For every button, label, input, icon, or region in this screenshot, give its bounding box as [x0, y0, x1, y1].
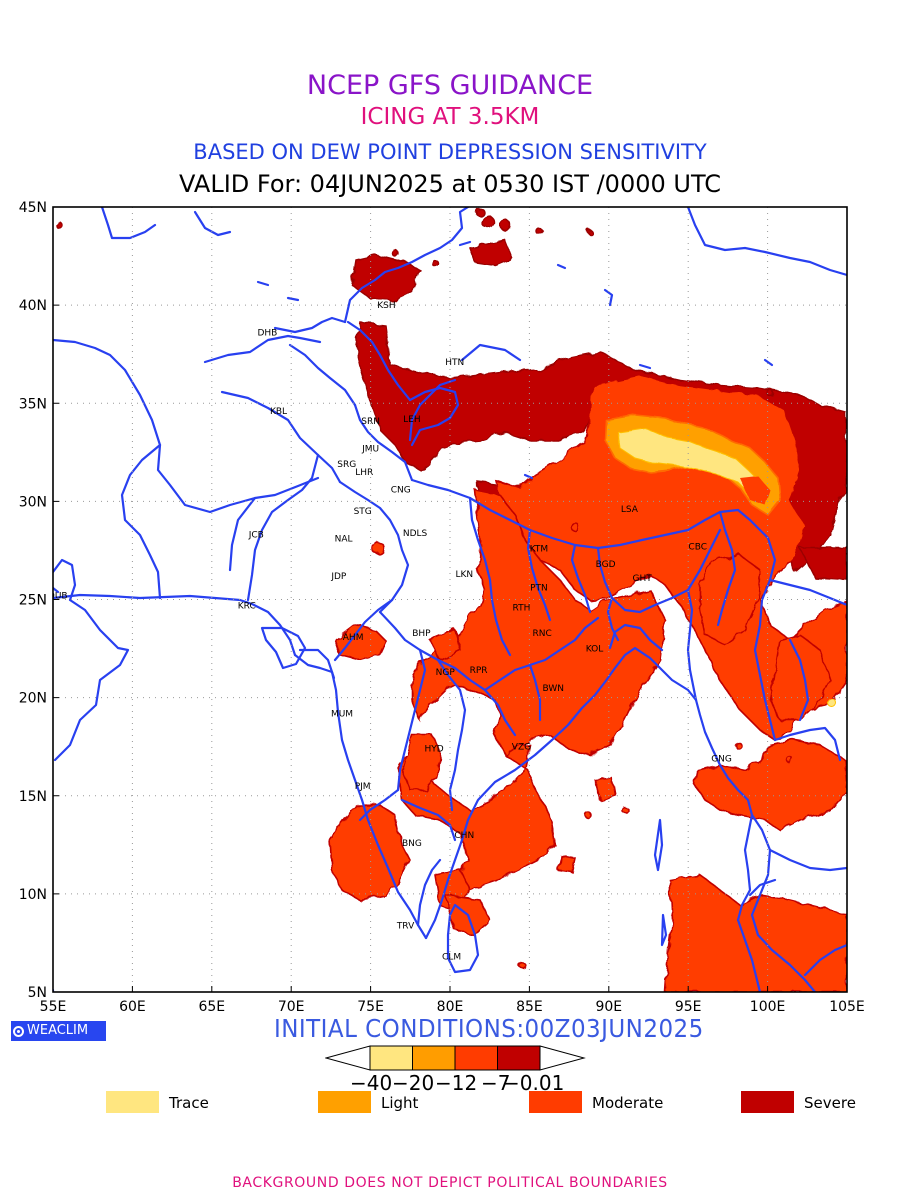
city-label: DUB — [48, 592, 68, 602]
city-label: GNG — [711, 754, 732, 764]
weaclim-badge: WEACLIM — [11, 1021, 106, 1041]
axis-ticks: 55E 60E 65E 70E 75E 80E 85E 90E 95E 100E 105E 5N 10N… — [19, 200, 865, 1015]
lon-tick-label: 80E — [437, 999, 464, 1015]
city-label: KSH — [377, 301, 395, 311]
graticule — [53, 207, 847, 992]
colorbar-box — [454, 1045, 498, 1071]
city-label: PTN — [530, 584, 548, 594]
colorbar-box — [412, 1045, 456, 1071]
legend-label: Moderate — [592, 1094, 664, 1112]
colorbar-box — [497, 1045, 541, 1071]
lat-tick-label: 5N — [28, 985, 47, 1001]
city-label: MUM — [331, 709, 353, 719]
city-label: GHT — [633, 574, 653, 584]
colorbar — [325, 1045, 586, 1071]
badge-label: WEACLIM — [27, 1023, 89, 1038]
lat-tick-label: 20N — [19, 691, 47, 707]
city-label: RPR — [470, 666, 488, 676]
globe-icon — [13, 1026, 24, 1037]
colorbar-box — [369, 1045, 413, 1071]
city-label: RNC — [532, 629, 551, 639]
city-label: STG — [354, 507, 372, 517]
lon-tick-label: 60E — [119, 999, 146, 1015]
city-label: TRV — [396, 921, 415, 931]
city-label: NGP — [436, 668, 456, 678]
valid-time: VALID For: 04JUN2025 at 0530 IST /0000 U… — [179, 170, 721, 198]
city-label: LHR — [355, 468, 373, 478]
light-area-inner-moderate — [740, 476, 770, 505]
lon-tick-label: 55E — [40, 999, 67, 1015]
colorbar-label: −12 — [435, 1071, 478, 1095]
legend-label: Trace — [169, 1094, 209, 1112]
city-label: DHB — [257, 329, 277, 339]
method-note: BASED ON DEW POINT DEPRESSION SENSITIVIT… — [193, 140, 707, 164]
city-label: NAL — [335, 535, 353, 545]
city-label: HYD — [425, 745, 444, 755]
lat-tick-label: 40N — [19, 298, 47, 314]
coastlines-and-boundaries — [53, 207, 847, 992]
city-label: BHP — [412, 629, 431, 639]
city-label: KBL — [270, 407, 287, 417]
legend-label: Severe — [804, 1094, 856, 1112]
city-label: RTH — [513, 603, 531, 613]
colorbar-high-arrow — [539, 1045, 586, 1071]
city-label: BWN — [542, 684, 564, 694]
city-label: BNG — [402, 839, 422, 849]
city-label: CBC — [688, 543, 707, 553]
city-label: JCB — [248, 531, 264, 541]
lon-tick-label: 65E — [198, 999, 225, 1015]
lon-tick-label: 90E — [595, 999, 622, 1015]
lat-tick-label: 10N — [19, 887, 47, 903]
map-subtitle: ICING AT 3.5KM — [360, 104, 540, 130]
city-label: JDP — [330, 572, 347, 582]
lon-tick-label: 100E — [750, 999, 786, 1015]
city-label: NDLS — [403, 529, 428, 539]
legend-swatch — [318, 1091, 371, 1113]
city-label: KRC — [238, 601, 256, 611]
city-label: LSA — [621, 505, 639, 515]
city-label: BGD — [596, 560, 616, 570]
colorbar-label: −20 — [392, 1071, 435, 1095]
colorbar-label: −7 — [481, 1071, 511, 1095]
city-label: HTN — [445, 358, 464, 368]
city-label: CNG — [391, 486, 411, 496]
legend-swatch — [106, 1091, 159, 1113]
city-label: KTM — [530, 544, 548, 554]
lat-tick-label: 25N — [19, 593, 47, 609]
city-label: CHN — [454, 831, 474, 841]
colorbar-low-arrow — [325, 1045, 371, 1071]
map-title: NCEP GFS GUIDANCE — [306, 70, 594, 101]
city-label: JMU — [361, 444, 379, 454]
city-label: SRN — [361, 417, 380, 427]
legend-label: Light — [381, 1094, 419, 1112]
city-label: AHM — [343, 633, 364, 643]
city-label: CLM — [442, 953, 461, 963]
lon-tick-label: 85E — [516, 999, 543, 1015]
city-label: PJM — [355, 782, 371, 792]
city-label: VZG — [512, 743, 531, 753]
footer-note: BACKGROUND DOES NOT DEPICT POLITICAL BOU… — [232, 1175, 668, 1191]
lon-tick-label: 75E — [357, 999, 384, 1015]
legend-swatch — [741, 1091, 794, 1113]
lat-tick-label: 45N — [19, 200, 47, 216]
city-label: SRG — [337, 460, 356, 470]
lat-tick-label: 30N — [19, 494, 47, 510]
legend-swatch — [529, 1091, 582, 1113]
city-label: LEH — [403, 415, 420, 425]
lon-tick-label: 105E — [829, 999, 865, 1015]
lon-tick-label: 95E — [675, 999, 702, 1015]
city-label: LKN — [455, 570, 473, 580]
lat-tick-label: 35N — [19, 396, 47, 412]
initial-conditions: INITIAL CONDITIONS:00Z03JUN2025 — [274, 1014, 704, 1043]
lat-tick-label: 15N — [19, 789, 47, 805]
lon-tick-label: 70E — [278, 999, 305, 1015]
city-label: KOL — [586, 645, 604, 655]
